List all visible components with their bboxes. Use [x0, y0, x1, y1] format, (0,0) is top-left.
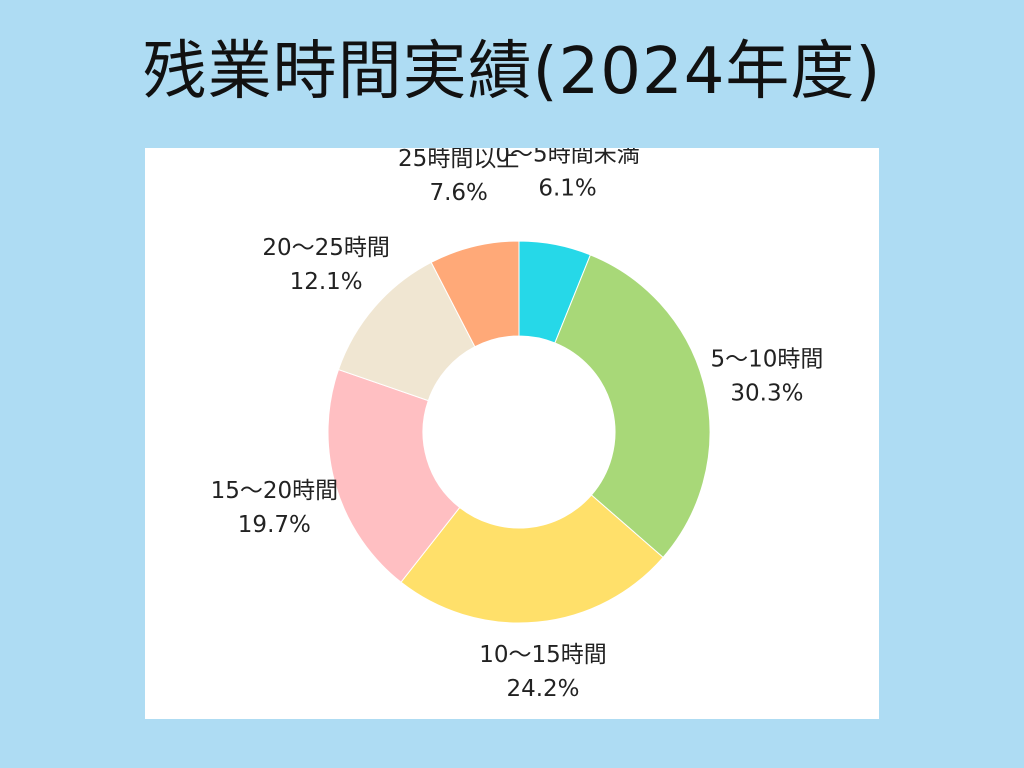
slices-group [327, 240, 711, 624]
donut-chart: 0～5時間未満 6.1% 5～10時間 30.3% 10～15時間 24.2% 15～20時… [211, 148, 824, 702]
page-title: 残業時間実績(2024年度) [142, 35, 882, 109]
slice-3 [400, 494, 664, 624]
slice-value-label: 24.2% [506, 676, 579, 702]
slice-category-label: 20～25時間 [262, 235, 390, 261]
labels-group: 0～5時間未満 6.1% 5～10時間 30.3% 10～15時間 24.2% 15～20時… [211, 148, 824, 702]
slice-category-label: 15～20時間 [211, 478, 339, 504]
slice-category-label: 5～10時間 [711, 346, 824, 372]
slice-value-label: 30.3% [730, 380, 803, 406]
slice-label-4: 15～20時間 19.7% [211, 478, 339, 538]
slice-label-6: 25時間以上 7.6% [398, 148, 519, 206]
slice-value-label: 6.1% [538, 176, 596, 202]
slice-category-label: 25時間以上 [398, 148, 519, 172]
slice-category-label: 10～15時間 [479, 642, 607, 668]
slice-value-label: 12.1% [290, 269, 363, 295]
slice-value-label: 19.7% [238, 512, 311, 538]
slice-label-5: 20～25時間 12.1% [262, 235, 390, 295]
slice-label-1: 0～5時間未満 6.1% [495, 148, 639, 202]
slice-label-3: 10～15時間 24.2% [479, 642, 607, 702]
slice-2 [554, 254, 711, 559]
slice-label-2: 5～10時間 30.3% [711, 346, 824, 406]
chart-panel: 0～5時間未満 6.1% 5～10時間 30.3% 10～15時間 24.2% 15～20時… [145, 148, 879, 719]
slice-6 [430, 240, 520, 348]
slice-category-label: 0～5時間未満 [495, 148, 639, 168]
slice-4 [327, 368, 461, 583]
slice-value-label: 7.6% [429, 180, 487, 206]
